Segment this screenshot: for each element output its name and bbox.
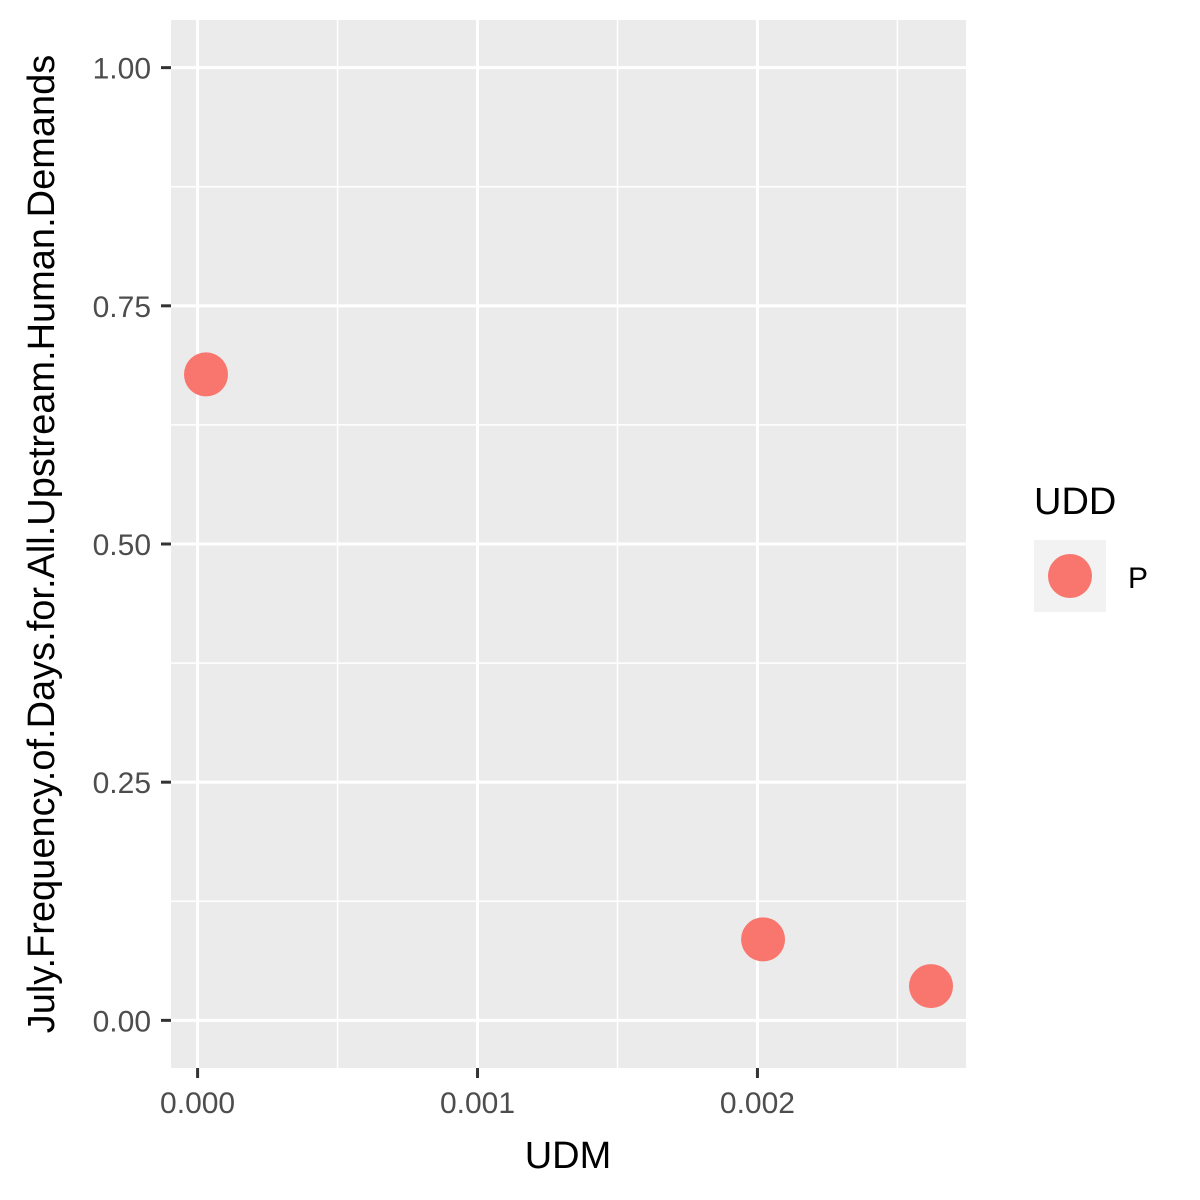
x-tick-label: 0.002 bbox=[720, 1087, 795, 1120]
y-tick-label: 0.75 bbox=[93, 291, 151, 324]
y-axis: 0.00 0.25 0.50 0.75 1.00 bbox=[93, 53, 171, 1038]
data-point bbox=[909, 964, 954, 1009]
legend-key-point bbox=[1048, 554, 1092, 598]
x-axis-title: UDM bbox=[525, 1135, 612, 1177]
y-tick-label: 0.50 bbox=[93, 529, 151, 562]
data-point bbox=[741, 917, 786, 962]
legend-label: P bbox=[1128, 562, 1148, 595]
data-point bbox=[183, 352, 228, 397]
x-tick-label: 0.001 bbox=[440, 1087, 515, 1120]
legend-title: UDD bbox=[1034, 481, 1116, 523]
y-tick-label: 0.00 bbox=[93, 1005, 151, 1038]
data-points bbox=[183, 352, 954, 1009]
y-tick-label: 1.00 bbox=[93, 53, 151, 86]
x-axis: 0.000 0.001 0.002 bbox=[160, 1068, 795, 1120]
x-tick-label: 0.000 bbox=[160, 1087, 235, 1120]
y-tick-label: 0.25 bbox=[93, 767, 151, 800]
major-gridlines bbox=[171, 20, 966, 1068]
legend: UDD P bbox=[1034, 481, 1148, 612]
y-axis-title: July.Frequency.of.Days.for.All.Upstream.… bbox=[21, 55, 63, 1034]
